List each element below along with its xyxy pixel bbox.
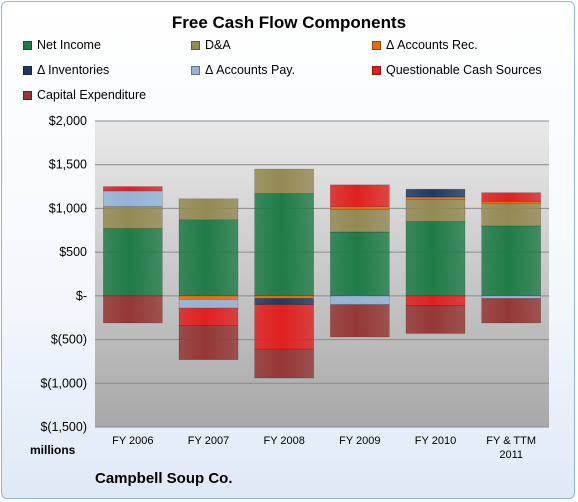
- y-tick-label: $500: [59, 245, 87, 259]
- legend-swatch: [23, 40, 32, 50]
- bar-segment: [330, 295, 390, 305]
- bar-segment: [330, 206, 390, 210]
- bar-segment: [178, 307, 239, 326]
- units-label: millions: [30, 443, 76, 457]
- bar-segment: [178, 198, 239, 221]
- legend-swatch: [372, 65, 381, 75]
- bar-segment: [405, 188, 466, 198]
- x-tick-label: 2011: [499, 449, 523, 461]
- x-tick-label: FY 2007: [188, 435, 229, 447]
- legend-item: Δ Accounts Rec.: [372, 38, 478, 52]
- bar-segment: [405, 295, 466, 306]
- legend-label: Δ Accounts Pay.: [205, 63, 296, 77]
- y-tick-label: $1,000: [49, 201, 87, 215]
- bar-segment: [178, 219, 239, 297]
- bar-segment: [330, 209, 390, 233]
- legend-label: Δ Accounts Rec.: [386, 38, 478, 52]
- legend-item: Net Income: [23, 38, 101, 52]
- legend-swatch: [23, 90, 32, 100]
- bar-segment: [178, 295, 239, 300]
- x-tick-label: FY 2006: [112, 435, 153, 447]
- bar-segment: [405, 221, 466, 297]
- bar-segment: [405, 305, 466, 334]
- bar-segment: [178, 299, 239, 309]
- bar-segment: [103, 186, 163, 192]
- bar-segment: [103, 228, 163, 297]
- bar-segment: [330, 231, 390, 297]
- y-tick-label: $(1,500): [40, 420, 87, 434]
- legend-swatch: [191, 40, 200, 50]
- chart-title: Free Cash Flow Components: [171, 13, 407, 32]
- company-label: Campbell Soup Co.: [95, 470, 233, 487]
- legend-item: Δ Accounts Pay.: [191, 63, 295, 77]
- bar-segment: [254, 348, 314, 379]
- legend-item: Questionable Cash Sources: [372, 63, 542, 77]
- bar-segment: [405, 199, 466, 222]
- bar-segment: [481, 298, 541, 324]
- bar-segment: [481, 295, 541, 299]
- bar-segment: [103, 190, 163, 207]
- x-tick-label: FY 2009: [339, 435, 380, 447]
- legend-swatch: [191, 65, 200, 75]
- legend-label: Questionable Cash Sources: [386, 63, 542, 77]
- y-tick-label: $2,000: [49, 114, 87, 128]
- legend-item: Capital Expenditure: [23, 88, 146, 102]
- legend-swatch: [372, 40, 381, 50]
- legend-item: Δ Inventories: [23, 63, 109, 77]
- bar-segment: [254, 168, 314, 194]
- y-tick-label: $1,500: [49, 158, 87, 172]
- y-tick-label: $(1,000): [40, 376, 87, 390]
- legend-item: D&A: [191, 38, 231, 52]
- x-tick-label: FY & TTM: [486, 435, 536, 447]
- bar-segment: [103, 206, 163, 229]
- plot-area: [95, 121, 549, 427]
- bar-segment: [254, 298, 314, 305]
- bar-segment: [405, 196, 466, 200]
- legend-label: Δ Inventories: [37, 63, 110, 77]
- x-tick-label: FY 2010: [415, 435, 456, 447]
- bar-segment: [254, 304, 314, 350]
- bar-segment: [330, 304, 390, 338]
- bar-segment: [178, 325, 239, 360]
- bar-segment: [254, 193, 314, 297]
- legend-label: Capital Expenditure: [37, 88, 147, 102]
- bar-segment: [254, 295, 314, 299]
- x-tick-label: FY 2008: [263, 435, 304, 447]
- y-tick-label: $-: [76, 289, 87, 303]
- bar-segment: [481, 202, 541, 227]
- bar-segment: [103, 295, 163, 324]
- y-tick-label: $(500): [51, 333, 87, 347]
- bar-segment: [481, 225, 541, 297]
- legend-swatch: [23, 65, 32, 75]
- bar-segment: [481, 192, 541, 202]
- legend-label: Net Income: [37, 38, 101, 52]
- bar-segment: [330, 184, 390, 207]
- legend-label: D&A: [205, 38, 231, 52]
